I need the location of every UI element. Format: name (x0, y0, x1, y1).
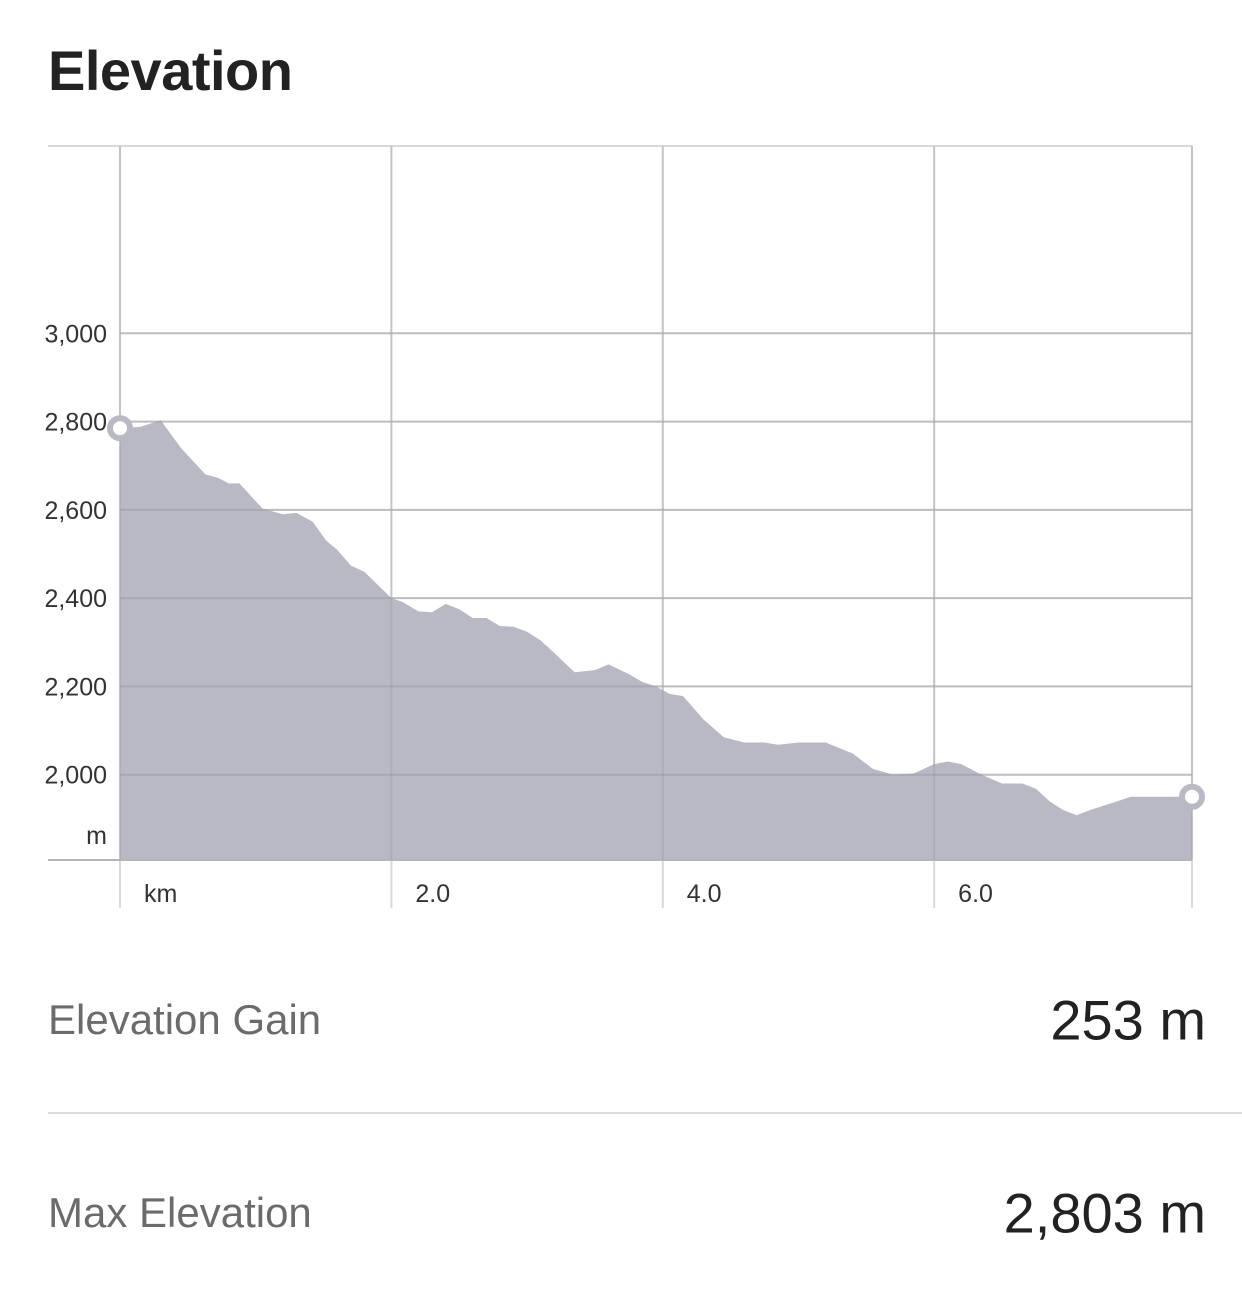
y-tick-label: 3,000 (44, 320, 107, 348)
divider (48, 1112, 1242, 1114)
elevation-gain-row: Elevation Gain 253 m (48, 970, 1206, 1070)
x-tick-label: 2.0 (415, 880, 450, 908)
x-tick-label: 4.0 (687, 880, 722, 908)
x-axis-labels: km 2.0 4.0 6.0 (144, 880, 993, 908)
y-tick-label: 2,600 (44, 497, 107, 525)
max-elevation-row: Max Elevation 2,803 m (48, 1163, 1206, 1263)
x-tick-label: 6.0 (958, 880, 993, 908)
max-elevation-label: Max Elevation (48, 1189, 312, 1236)
elevation-gain-value: 253 m (1050, 988, 1206, 1052)
x-tick-label: km (144, 880, 177, 908)
end-marker[interactable] (1179, 783, 1205, 810)
elevation-gain-label: Elevation Gain (48, 996, 322, 1043)
max-elevation-value: 2,803 m (1003, 1181, 1206, 1245)
y-axis-unit: m (86, 822, 107, 850)
y-tick-label: 2,800 (44, 409, 107, 437)
elevation-chart[interactable]: 2,000 2,200 2,400 2,600 2,800 3,000 km 2.0 4.0 6… (0, 120, 1242, 920)
vertical-grid-overlay (48, 146, 1193, 861)
start-marker[interactable] (107, 415, 133, 442)
page-title: Elevation (48, 39, 293, 102)
endpoint-markers[interactable] (107, 415, 1205, 810)
y-axis-labels: 2,000 2,200 2,400 2,600 2,800 3,000 (44, 320, 107, 789)
elevation-area (120, 420, 1192, 860)
y-tick-label: 2,200 (44, 673, 107, 701)
y-tick-label: 2,000 (44, 762, 107, 790)
y-tick-label: 2,400 (44, 585, 107, 613)
